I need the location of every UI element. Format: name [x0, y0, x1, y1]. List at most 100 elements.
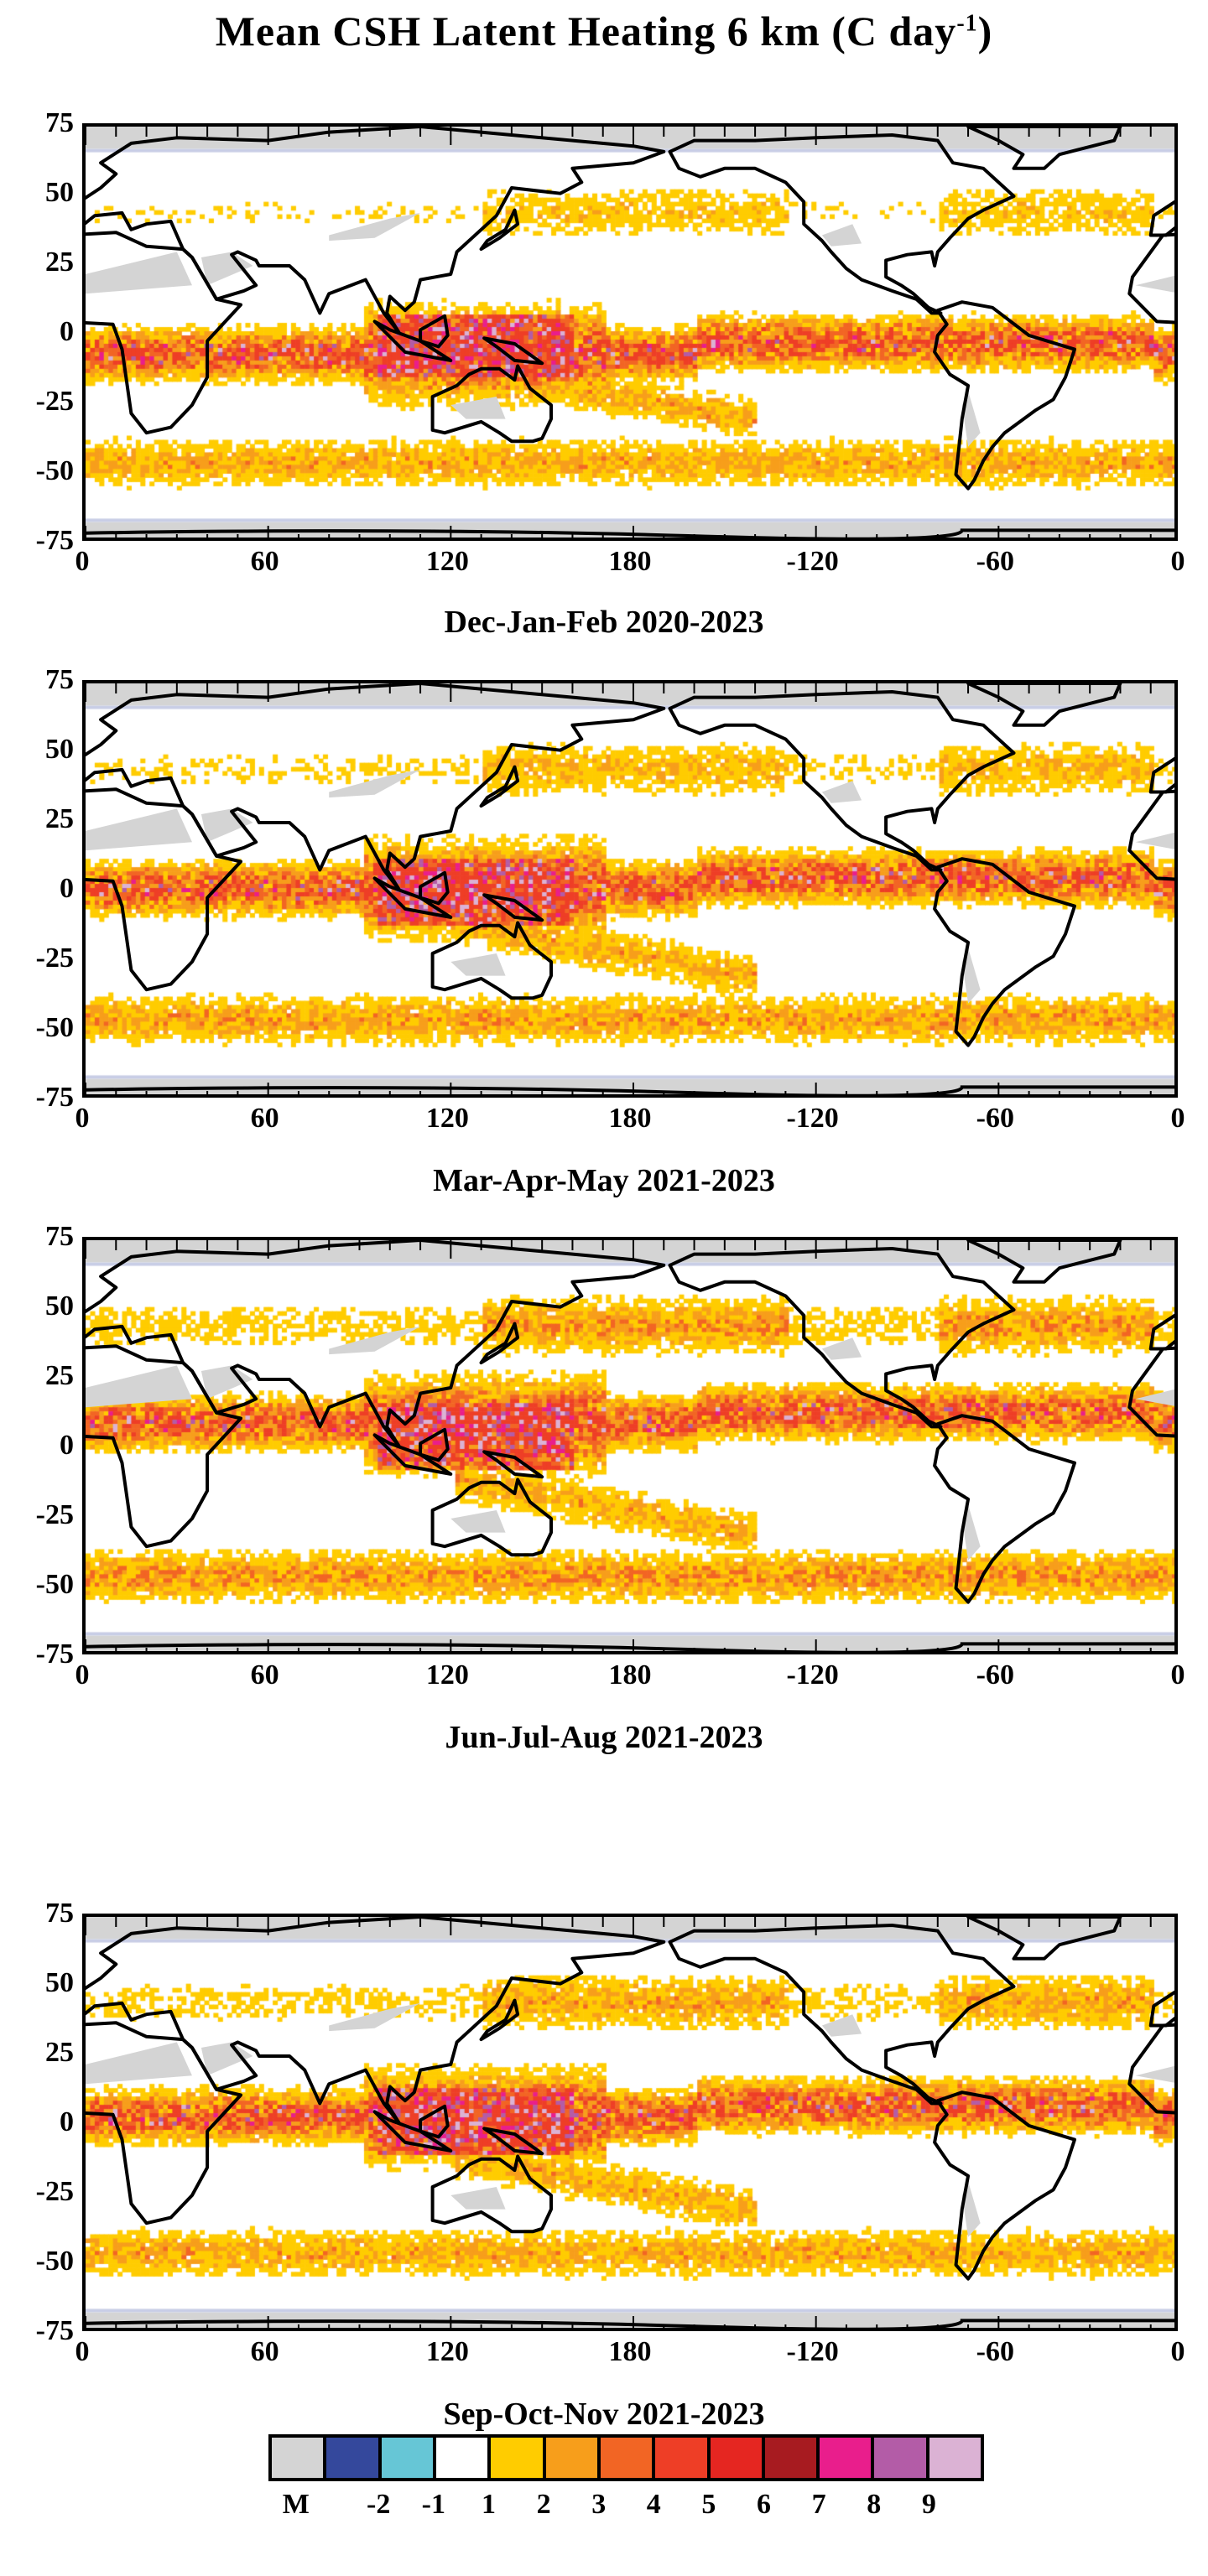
title-superscript: -1: [956, 10, 978, 37]
colorbar-swatch: [764, 2438, 817, 2478]
continent-outline: [966, 1917, 1122, 1961]
x-tick-label: 60: [250, 546, 279, 577]
x-tick-label: 60: [250, 1103, 279, 1134]
continent-outline: [479, 1998, 520, 2042]
continent-outline: [933, 857, 1076, 1047]
title-text: Mean CSH Latent Heating 6 km (C day: [215, 8, 957, 55]
missing-data-region: [1135, 275, 1174, 293]
panel-subtitle: Mar-Apr-May 2021-2023: [433, 1163, 775, 1198]
missing-data-region: [1135, 1389, 1174, 1406]
continent-outline: [419, 2104, 450, 2139]
colorbar-swatch: [491, 2438, 543, 2478]
colorbar-label: 7: [811, 2489, 826, 2520]
y-tick-label: 25: [45, 1360, 74, 1391]
x-tick-label: 0: [1170, 546, 1185, 577]
x-tick-label: -120: [786, 2336, 839, 2367]
continent-outline: [1148, 756, 1174, 794]
y-tick-label: 50: [45, 1967, 74, 1998]
x-tick-label: 0: [75, 2336, 90, 2367]
map-panel-2: [82, 680, 1178, 1098]
continent-outline: [1148, 1313, 1174, 1351]
map-panel-1: [82, 123, 1178, 541]
continent-outline: [933, 300, 1076, 491]
missing-data-region: [329, 769, 421, 798]
map-panel-4: [82, 1914, 1178, 2331]
x-tick-label: 180: [608, 1103, 652, 1134]
continent-outline: [1148, 1990, 1174, 2028]
missing-data-region: [961, 391, 981, 447]
colorbar-swatch: [874, 2438, 926, 2478]
missing-data-region: [1135, 2065, 1174, 2083]
continent-outline: [1148, 200, 1174, 237]
y-tick-label: -75: [35, 1082, 74, 1113]
latent-heating-field: [86, 683, 1174, 1094]
missing-data-region: [1135, 832, 1174, 849]
y-tick-label: 50: [45, 1291, 74, 1322]
continent-outline: [479, 765, 520, 808]
x-tick-label: 180: [608, 1659, 652, 1690]
x-tick-label: -120: [786, 1103, 839, 1134]
missing-data-region: [821, 224, 862, 247]
colorbar-swatch: [820, 2438, 872, 2478]
colorbar-swatch: [381, 2438, 433, 2478]
colorbar-label: -1: [421, 2489, 445, 2520]
antarctica-outline: [86, 1085, 1174, 1094]
title-close: ): [977, 8, 993, 55]
latent-heating-field: [86, 127, 1174, 538]
missing-data-region: [450, 397, 506, 419]
y-tick-label: -50: [35, 2246, 74, 2277]
colorbar-swatch: [326, 2438, 378, 2478]
continent-outline: [1127, 2023, 1174, 2115]
continent-outline: [372, 319, 453, 362]
x-tick-label: 180: [608, 546, 652, 577]
continent-outline: [430, 921, 553, 1000]
colorbar-label: 3: [591, 2489, 607, 2520]
y-tick-label: 50: [45, 734, 74, 765]
x-tick-label: 120: [425, 1659, 469, 1690]
y-tick-label: -50: [35, 455, 74, 486]
missing-data-region: [961, 2181, 981, 2237]
y-tick-label: -75: [35, 1639, 74, 1670]
continent-outline: [86, 1344, 242, 1549]
coastlines: [86, 1917, 1174, 2328]
x-tick-label: 120: [425, 546, 469, 577]
continent-outline: [430, 1478, 553, 1557]
map-panel-3: [82, 1237, 1178, 1654]
continent-outline: [430, 364, 553, 444]
continent-outline: [86, 1917, 666, 2125]
coastlines: [86, 1240, 1174, 1651]
continent-outline: [419, 1427, 450, 1462]
y-tick-label: -25: [35, 943, 74, 974]
missing-data-region: [200, 2042, 253, 2076]
colorbar-label: 5: [701, 2489, 716, 2520]
x-tick-label: 0: [1170, 2336, 1185, 2367]
colorbar-label: -2: [367, 2489, 391, 2520]
figure-title: Mean CSH Latent Heating 6 km (C day-1): [0, 7, 1208, 55]
y-tick-label: -75: [35, 525, 74, 556]
x-tick-label: 60: [250, 1659, 279, 1690]
continent-outline: [482, 2127, 544, 2156]
continent-outline: [86, 127, 666, 335]
coastlines: [86, 127, 1174, 538]
continent-outline: [372, 1433, 453, 1476]
missing-data-region: [86, 252, 192, 294]
y-tick-label: 50: [45, 177, 74, 208]
colorbar-label: 8: [867, 2489, 882, 2520]
continent-outline: [86, 683, 666, 891]
panel-subtitle: Sep-Oct-Nov 2021-2023: [443, 2397, 765, 2432]
continent-outline: [86, 231, 242, 435]
y-tick-label: 25: [45, 2037, 74, 2068]
continent-outline: [372, 876, 453, 919]
missing-data-region: [329, 1326, 421, 1355]
x-tick-label: 180: [608, 2336, 652, 2367]
y-tick-label: 0: [60, 1430, 74, 1461]
colorbar: [268, 2434, 984, 2481]
continent-outline: [933, 1414, 1076, 1604]
missing-data-region: [821, 1337, 862, 1360]
x-tick-label: -60: [976, 546, 1014, 577]
y-tick-label: 75: [45, 1898, 74, 1929]
missing-data-region: [961, 1504, 981, 1561]
x-tick-label: -60: [976, 1103, 1014, 1134]
colorbar-label: 2: [536, 2489, 551, 2520]
missing-data-region: [200, 808, 253, 843]
